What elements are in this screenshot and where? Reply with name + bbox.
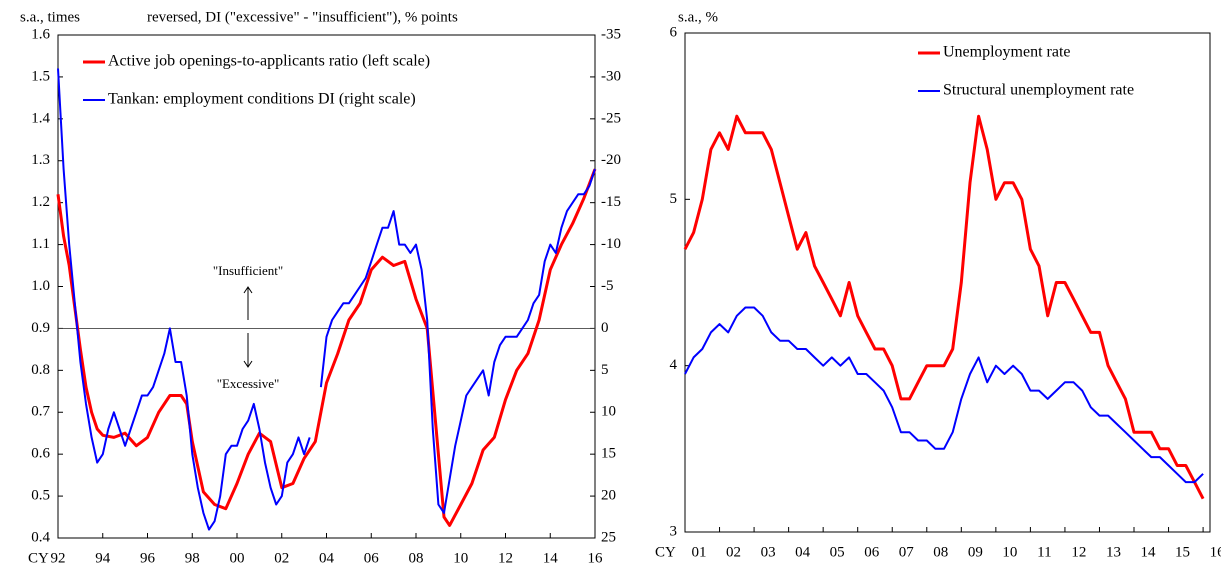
y-tick-label: 3 bbox=[670, 523, 678, 539]
x-tick-label: 10 bbox=[453, 550, 468, 566]
plot-frame bbox=[57, 34, 596, 539]
y2-tick-label: 15 bbox=[601, 446, 616, 462]
legend-label: Unemployment rate bbox=[943, 44, 1071, 61]
x-tick-label: 09 bbox=[968, 544, 983, 560]
y2-tick-label: -5 bbox=[601, 278, 614, 294]
y2-tick-label: -25 bbox=[601, 110, 621, 126]
series-line bbox=[684, 306, 1204, 484]
x-axis-label: CY bbox=[28, 550, 49, 566]
x-tick-label: 12 bbox=[498, 550, 513, 566]
y-axis-label: s.a., % bbox=[678, 9, 718, 25]
x-tick-label: 16 bbox=[588, 550, 604, 566]
x-tick-label: 08 bbox=[933, 544, 948, 560]
series-line bbox=[56, 168, 597, 527]
y-tick-label: 1.1 bbox=[31, 236, 50, 252]
x-tick-label: 11 bbox=[1037, 544, 1051, 560]
x-tick-label: 12 bbox=[1071, 544, 1086, 560]
series-line bbox=[683, 114, 1205, 500]
y-tick-label: 0.7 bbox=[31, 404, 50, 420]
arrow bbox=[243, 286, 253, 320]
y2-tick-label: 20 bbox=[601, 488, 616, 504]
y-tick-label: 1.2 bbox=[31, 194, 50, 210]
x-axis-label: CY bbox=[655, 544, 676, 560]
y-tick-label: 5 bbox=[670, 191, 678, 207]
y-tick-label: 1.6 bbox=[31, 26, 50, 42]
x-tick-label: 00 bbox=[230, 550, 245, 566]
x-tick-label: 06 bbox=[864, 544, 880, 560]
y2-tick-label: 25 bbox=[601, 529, 616, 545]
plot-frame bbox=[684, 32, 1211, 533]
y2-tick-label: -30 bbox=[601, 68, 621, 84]
y2-tick-label: -10 bbox=[601, 236, 621, 252]
x-tick-label: 15 bbox=[1175, 544, 1190, 560]
legend-label: Tankan: employment conditions DI (right … bbox=[108, 91, 416, 108]
y2-tick-label: 5 bbox=[601, 362, 609, 378]
y-tick-label: 0.4 bbox=[31, 529, 50, 545]
legend-label: Active job openings-to-applicants ratio … bbox=[108, 53, 430, 70]
series-line bbox=[57, 68, 596, 531]
y2-tick-label: 10 bbox=[601, 404, 616, 420]
y-tick-label: 0.9 bbox=[31, 320, 50, 336]
x-tick-label: 04 bbox=[319, 550, 335, 566]
x-tick-label: 92 bbox=[51, 550, 66, 566]
x-tick-label: 03 bbox=[761, 544, 776, 560]
x-tick-label: 06 bbox=[364, 550, 380, 566]
annotation: "Excessive" bbox=[217, 376, 280, 391]
x-tick-label: 98 bbox=[185, 550, 200, 566]
x-tick-label: 08 bbox=[409, 550, 424, 566]
y-tick-label: 1.5 bbox=[31, 68, 50, 84]
x-tick-label: 94 bbox=[95, 550, 111, 566]
y2-tick-label: 0 bbox=[601, 320, 609, 336]
y-tick-label: 1.3 bbox=[31, 152, 50, 168]
annotation: "Insufficient" bbox=[213, 263, 283, 278]
legend-label: Structural unemployment rate bbox=[943, 82, 1134, 99]
y-tick-label: 0.5 bbox=[31, 488, 50, 504]
x-tick-label: 14 bbox=[543, 550, 559, 566]
x-tick-label: 02 bbox=[274, 550, 289, 566]
y2-tick-label: -20 bbox=[601, 152, 621, 168]
y-tick-label: 4 bbox=[670, 357, 678, 373]
y-tick-label: 6 bbox=[670, 24, 678, 40]
x-tick-label: 07 bbox=[899, 544, 915, 560]
x-tick-label: 01 bbox=[692, 544, 707, 560]
x-tick-label: 02 bbox=[726, 544, 741, 560]
arrow bbox=[243, 333, 253, 368]
y-axis-label: s.a., times bbox=[20, 9, 80, 25]
x-tick-label: 96 bbox=[140, 550, 156, 566]
x-tick-label: 04 bbox=[795, 544, 811, 560]
y2-axis-label: reversed, DI ("excessive" - "insufficien… bbox=[147, 9, 458, 25]
y-tick-label: 0.8 bbox=[31, 362, 50, 378]
x-tick-label: 14 bbox=[1141, 544, 1157, 560]
y2-tick-label: -15 bbox=[601, 194, 621, 210]
x-tick-label: 13 bbox=[1106, 544, 1121, 560]
x-tick-label: 05 bbox=[830, 544, 845, 560]
x-tick-label: 10 bbox=[1002, 544, 1017, 560]
y-tick-label: 1.0 bbox=[31, 278, 50, 294]
y-tick-label: 0.6 bbox=[31, 446, 50, 462]
x-tick-label: 16 bbox=[1210, 544, 1221, 560]
y-tick-label: 1.4 bbox=[31, 110, 50, 126]
y2-tick-label: -35 bbox=[601, 26, 621, 42]
